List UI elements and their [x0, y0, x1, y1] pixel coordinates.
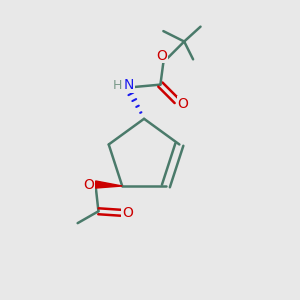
Text: O: O — [157, 49, 167, 63]
Text: O: O — [83, 178, 94, 191]
Text: O: O — [177, 97, 188, 111]
Text: O: O — [122, 206, 133, 220]
Polygon shape — [95, 181, 122, 188]
Text: N: N — [124, 78, 134, 92]
Text: H: H — [112, 79, 122, 92]
